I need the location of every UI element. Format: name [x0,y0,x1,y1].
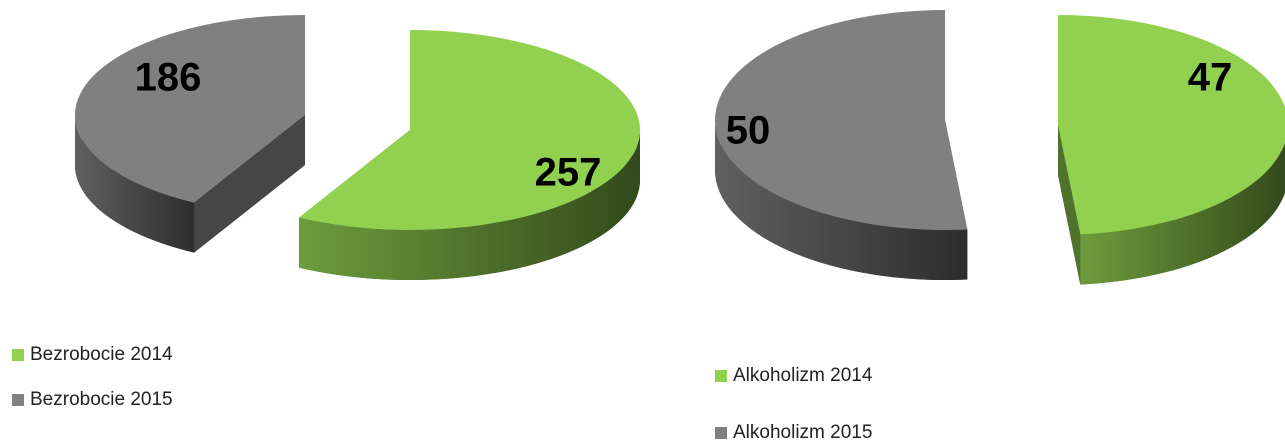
legend-swatch [715,427,727,439]
slice-side [1080,142,1285,285]
slice-cut-face [194,115,305,253]
slice-top [75,15,305,203]
slice-side [715,120,968,280]
slice-side [299,130,640,280]
legend-label: Alkoholizm 2015 [733,422,872,441]
data-label: 50 [726,109,771,153]
slice-cut-face [1058,125,1081,285]
slice-top [714,10,968,230]
pie [714,10,1285,285]
data-label: 186 [135,56,202,100]
slice [1058,15,1285,285]
slice [714,10,968,280]
slice [299,30,641,280]
data-label: 257 [535,151,602,195]
slice [75,15,305,253]
slice-side [75,115,195,253]
data-label: 47 [1188,56,1233,100]
legend-swatch [12,394,24,406]
legend-label: Bezrobocie 2014 [30,344,173,365]
legend-swatch [12,349,24,361]
pie [75,15,641,280]
legend-label: Alkoholizm 2014 [733,365,873,386]
slice-top [1058,15,1285,235]
legend-label: Bezrobocie 2015 [30,389,173,410]
legend-swatch [715,370,727,382]
slice-top [299,30,640,230]
